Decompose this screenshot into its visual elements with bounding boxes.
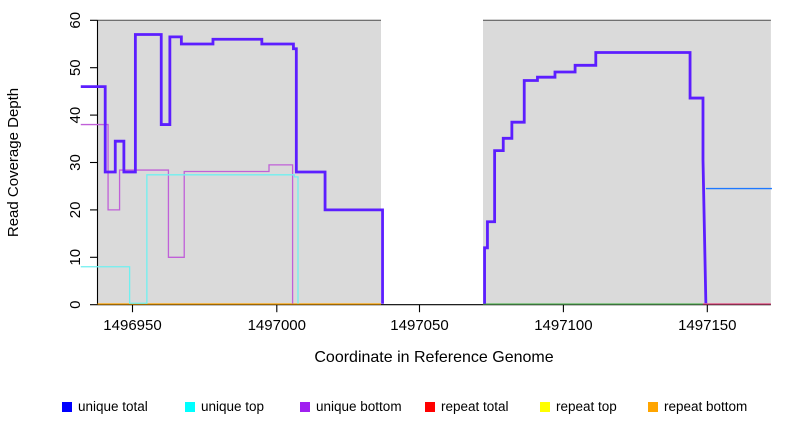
svg-text:40: 40: [67, 107, 84, 124]
svg-text:20: 20: [67, 202, 84, 219]
svg-text:1497100: 1497100: [534, 317, 592, 334]
svg-text:repeat top: repeat top: [556, 399, 617, 414]
svg-text:1496950: 1496950: [103, 317, 161, 334]
svg-text:Read Coverage Depth: Read Coverage Depth: [5, 88, 22, 237]
svg-text:unique top: unique top: [201, 399, 264, 414]
svg-text:repeat total: repeat total: [441, 399, 509, 414]
svg-text:Coordinate in Reference Genome: Coordinate in Reference Genome: [314, 349, 553, 366]
svg-text:10: 10: [67, 249, 84, 266]
svg-text:1497150: 1497150: [678, 317, 736, 334]
svg-text:50: 50: [67, 59, 84, 76]
svg-text:1497000: 1497000: [248, 317, 306, 334]
svg-text:30: 30: [67, 154, 84, 171]
svg-text:60: 60: [67, 12, 84, 29]
svg-text:repeat bottom: repeat bottom: [664, 399, 747, 414]
svg-text:unique total: unique total: [78, 399, 148, 414]
svg-text:1497050: 1497050: [390, 317, 448, 334]
svg-text:unique bottom: unique bottom: [316, 399, 402, 414]
svg-text:0: 0: [67, 301, 84, 309]
